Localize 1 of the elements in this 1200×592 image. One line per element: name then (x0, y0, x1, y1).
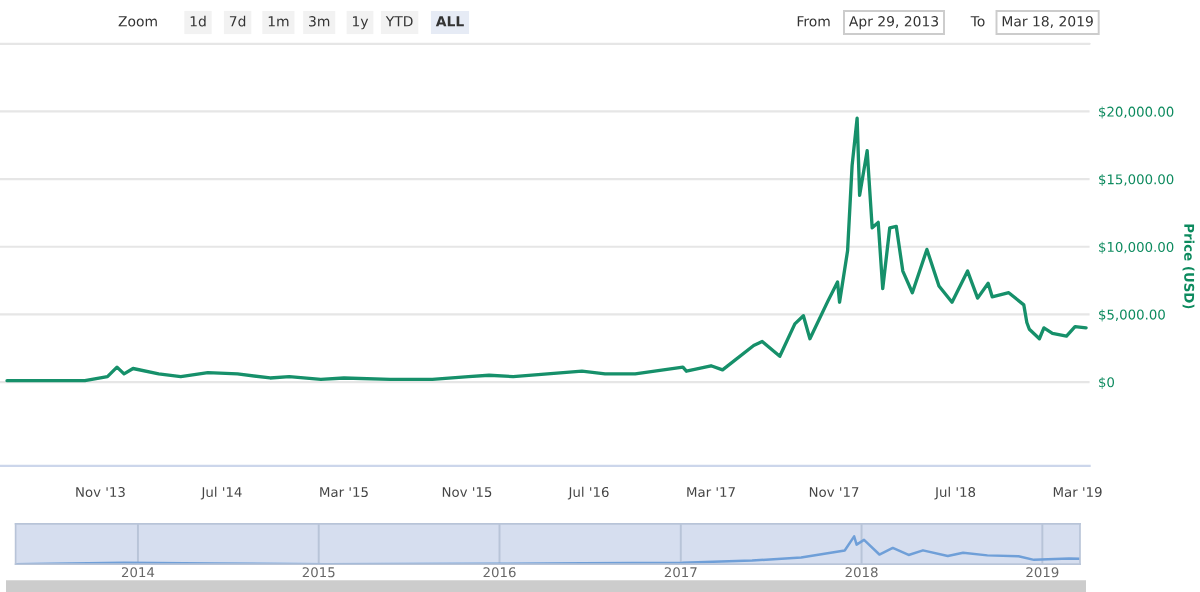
line-series (5, 116, 1088, 383)
